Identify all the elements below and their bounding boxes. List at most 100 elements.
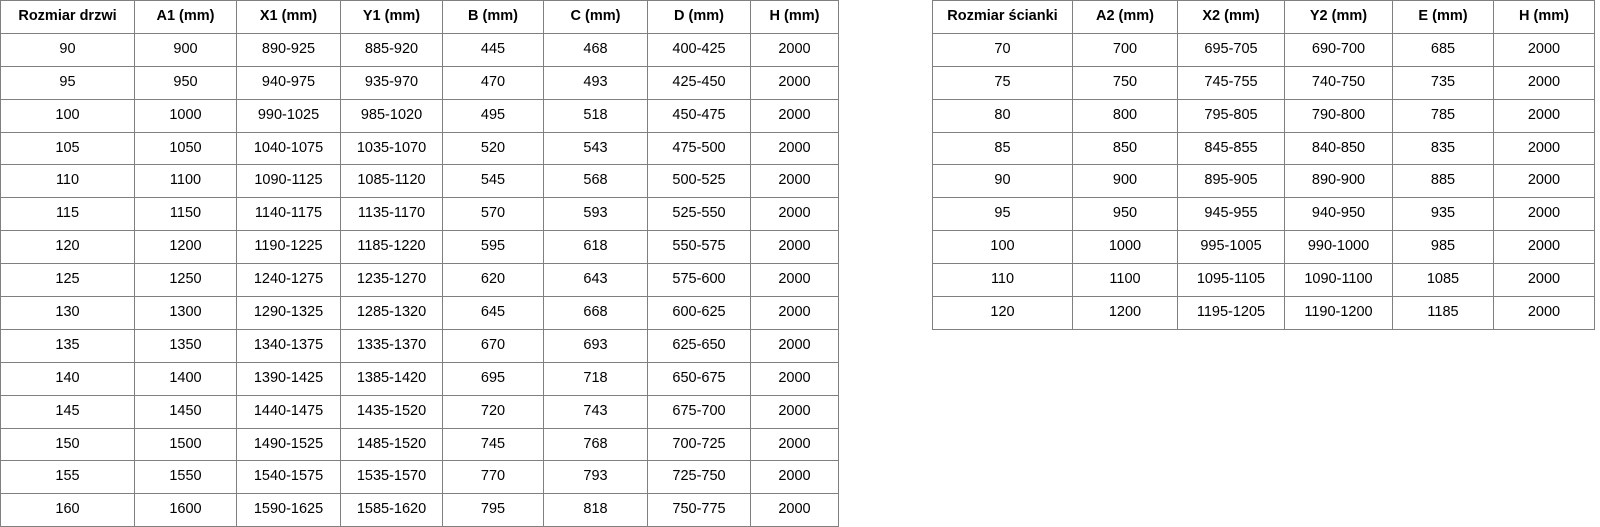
table-cell: 570	[442, 197, 544, 232]
table-cell: 885-920	[340, 32, 443, 67]
table-cell: 620	[442, 263, 544, 298]
table-cell: 950	[1072, 197, 1178, 232]
table-cell: 818	[543, 493, 648, 527]
table-row: 105 1050 1040-1075 1035-1070 520 543 475-500 20…	[0, 131, 839, 166]
table-cell: 70	[932, 32, 1073, 67]
table-cell: 1035-1070	[340, 131, 443, 166]
table-cell: 520	[442, 131, 544, 166]
table-row: 130 1300 1290-1325 1285-1320 645 668 600-625 20…	[0, 296, 839, 330]
table-cell: 445	[442, 32, 544, 67]
table-cell: 668	[543, 296, 648, 330]
table-cell: 450-475	[647, 98, 751, 133]
table-cell: 2000	[1493, 263, 1595, 298]
table-cell: 115	[0, 197, 135, 232]
table-cell: 1090-1100	[1284, 263, 1393, 298]
table-cell: 518	[543, 98, 648, 133]
table-cell: 495	[442, 98, 544, 133]
table-cell: 110	[0, 164, 135, 199]
table-cell: 105	[0, 131, 135, 166]
table-cell: 155	[0, 460, 135, 495]
table-cell: 885	[1392, 164, 1494, 199]
door-size-table-body: 90 900 890-925 885-920 445 468 400-425 2000 95 95…	[0, 32, 839, 527]
table-cell: 468	[543, 32, 648, 67]
column-header-y1: Y1 (mm)	[340, 0, 443, 34]
table-row: 70 700 695-705 690-700 685 2000	[932, 32, 1595, 67]
table-cell: 1095-1105	[1177, 263, 1285, 298]
table-row: 80 800 795-805 790-800 785 2000	[932, 98, 1595, 133]
table-cell: 718	[543, 361, 648, 396]
table-cell: 693	[543, 328, 648, 363]
table-cell: 1600	[134, 493, 237, 527]
table-cell: 618	[543, 230, 648, 265]
table-cell: 90	[932, 164, 1073, 199]
table-cell: 1550	[134, 460, 237, 495]
table-cell: 795	[442, 493, 544, 527]
table-cell: 845-855	[1177, 131, 1285, 166]
table-cell: 1540-1575	[236, 460, 341, 495]
table-cell: 1090-1125	[236, 164, 341, 199]
table-cell: 940-950	[1284, 197, 1393, 232]
table-cell: 85	[932, 131, 1073, 166]
table-cell: 1340-1375	[236, 328, 341, 363]
table-cell: 160	[0, 493, 135, 527]
table-cell: 2000	[1493, 197, 1595, 232]
column-header-x2: X2 (mm)	[1177, 0, 1285, 34]
table-cell: 425-450	[647, 65, 751, 100]
table-cell: 1485-1520	[340, 427, 443, 462]
table-cell: 470	[442, 65, 544, 100]
table-cell: 950	[134, 65, 237, 100]
wall-size-table-body: 70 700 695-705 690-700 685 2000 75 750 745-755 74…	[932, 32, 1595, 330]
table-cell: 2000	[1493, 230, 1595, 265]
table-row: 140 1400 1390-1425 1385-1420 695 718 650-675 20…	[0, 361, 839, 396]
table-cell: 545	[442, 164, 544, 199]
table-cell: 890-900	[1284, 164, 1393, 199]
table-row: 150 1500 1490-1525 1485-1520 745 768 700-725 20…	[0, 427, 839, 462]
table-cell: 2000	[1493, 98, 1595, 133]
table-cell: 940-975	[236, 65, 341, 100]
table-cell: 95	[0, 65, 135, 100]
table-cell: 900	[1072, 164, 1178, 199]
table-cell: 745-755	[1177, 65, 1285, 100]
table-cell: 740-750	[1284, 65, 1393, 100]
table-cell: 75	[932, 65, 1073, 100]
table-cell: 1000	[134, 98, 237, 133]
table-cell: 2000	[750, 197, 839, 232]
table-cell: 750	[1072, 65, 1178, 100]
table-cell: 80	[932, 98, 1073, 133]
table-row: 110 1100 1095-1105 1090-1100 1085 2000	[932, 263, 1595, 298]
table-cell: 935	[1392, 197, 1494, 232]
table-cell: 795-805	[1177, 98, 1285, 133]
table-cell: 1040-1075	[236, 131, 341, 166]
table-cell: 1335-1370	[340, 328, 443, 363]
table-cell: 985-1020	[340, 98, 443, 133]
table-row: 100 1000 990-1025 985-1020 495 518 450-475 2000	[0, 98, 839, 133]
table-cell: 750-775	[647, 493, 751, 527]
table-cell: 593	[543, 197, 648, 232]
table-cell: 2000	[1493, 131, 1595, 166]
table-cell: 650-675	[647, 361, 751, 396]
table-cell: 1450	[134, 394, 237, 429]
table-cell: 1240-1275	[236, 263, 341, 298]
table-row: 120 1200 1195-1205 1190-1200 1185 2000	[932, 296, 1595, 330]
table-row: 90 900 895-905 890-900 885 2000	[932, 164, 1595, 199]
table-cell: 2000	[750, 98, 839, 133]
table-cell: 1085	[1392, 263, 1494, 298]
table-header-row: Rozmiar ścianki A2 (mm) X2 (mm) Y2 (mm) …	[932, 0, 1595, 34]
table-cell: 1190-1225	[236, 230, 341, 265]
table-cell: 995-1005	[1177, 230, 1285, 265]
table-row: 155 1550 1540-1575 1535-1570 770 793 725-750 20…	[0, 460, 839, 495]
table-cell: 575-600	[647, 263, 751, 298]
table-cell: 2000	[750, 361, 839, 396]
table-cell: 500-525	[647, 164, 751, 199]
table-cell: 125	[0, 263, 135, 298]
table-cell: 1300	[134, 296, 237, 330]
door-size-table: Rozmiar drzwi A1 (mm) X1 (mm) Y1 (mm) B …	[0, 0, 839, 527]
table-row: 85 850 845-855 840-850 835 2000	[932, 131, 1595, 166]
table-cell: 135	[0, 328, 135, 363]
table-cell: 2000	[750, 493, 839, 527]
table-cell: 990-1025	[236, 98, 341, 133]
column-header-a2: A2 (mm)	[1072, 0, 1178, 34]
table-row: 125 1250 1240-1275 1235-1270 620 643 575-600 20…	[0, 263, 839, 298]
table-cell: 643	[543, 263, 648, 298]
table-cell: 1000	[1072, 230, 1178, 265]
